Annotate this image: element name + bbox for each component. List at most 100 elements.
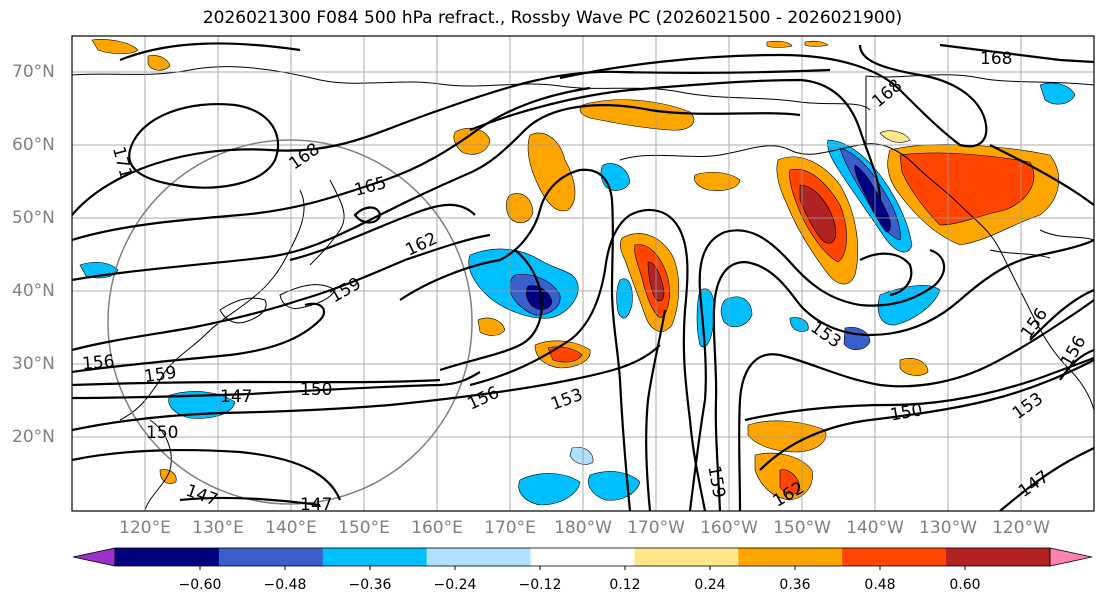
colorbar-tick-label: −0.36 bbox=[348, 577, 392, 593]
colorbar-tick-label: −0.60 bbox=[178, 577, 222, 593]
contour-label: 156 bbox=[81, 352, 115, 375]
lon-label: 120°E bbox=[119, 518, 171, 538]
coastline bbox=[72, 66, 871, 111]
lon-label: 140°W bbox=[846, 518, 904, 538]
contour-line bbox=[738, 299, 1094, 511]
very-strong-negative-anomaly-region bbox=[526, 285, 553, 310]
contour-line bbox=[72, 86, 591, 242]
lat-label: 20°N bbox=[12, 427, 55, 447]
negative-anomaly-region bbox=[569, 447, 594, 465]
positive-anomaly-region bbox=[747, 420, 827, 453]
negative-anomaly-region bbox=[789, 317, 809, 332]
contour-line bbox=[399, 168, 632, 511]
lon-label: 160°E bbox=[411, 518, 463, 538]
lon-label: 140°E bbox=[265, 518, 317, 538]
contour-line bbox=[72, 302, 326, 374]
contour-line bbox=[989, 144, 1094, 206]
contour-line bbox=[439, 249, 543, 372]
contour-line bbox=[1059, 348, 1094, 381]
contour-line bbox=[999, 447, 1094, 511]
contour-label: 159 bbox=[143, 363, 178, 387]
strong-positive-anomaly-region bbox=[779, 469, 801, 495]
colorbar-tick-label: 0.24 bbox=[694, 577, 726, 593]
colorbar-tick-label: −0.24 bbox=[433, 577, 477, 593]
map-frame bbox=[71, 35, 1095, 512]
very-strong-negative-anomaly-region bbox=[854, 164, 891, 233]
contour-line bbox=[72, 371, 481, 400]
contour-line bbox=[759, 359, 1094, 471]
colorbar-tick-label: 0.48 bbox=[864, 577, 896, 593]
negative-anomaly-region bbox=[1039, 82, 1076, 105]
contour-line bbox=[353, 206, 382, 224]
contour-line bbox=[128, 103, 280, 189]
contour-line bbox=[72, 104, 801, 282]
positive-anomaly-region bbox=[804, 40, 829, 47]
positive-anomaly-region bbox=[899, 358, 929, 376]
map-title: 2026021300 F084 500 hPa refract., Rossby… bbox=[202, 8, 903, 28]
contour-line bbox=[289, 203, 476, 262]
contour-label: 168 bbox=[980, 49, 1012, 69]
contour-line bbox=[72, 233, 491, 352]
contour-line bbox=[179, 496, 321, 507]
contour-label: 150 bbox=[300, 380, 332, 400]
lon-label: 170°W bbox=[627, 518, 685, 538]
contour-line bbox=[469, 208, 707, 511]
gridlines bbox=[72, 36, 1094, 511]
contour-line bbox=[72, 448, 342, 501]
lon-label: 180°W bbox=[554, 518, 612, 538]
lat-label: 40°N bbox=[12, 281, 55, 301]
coastline bbox=[119, 189, 305, 421]
contour-line bbox=[645, 309, 667, 511]
contour-label: 147 bbox=[220, 387, 252, 407]
contour-label: 147 bbox=[300, 495, 332, 515]
lon-label: 130°W bbox=[919, 518, 977, 538]
contour-line bbox=[72, 68, 831, 216]
lat-label: 60°N bbox=[12, 135, 55, 155]
lon-label: 160°W bbox=[700, 518, 758, 538]
coastline bbox=[989, 249, 1051, 259]
contour-line bbox=[1029, 288, 1094, 341]
negative-anomaly-region bbox=[877, 285, 941, 326]
positive-anomaly-region bbox=[766, 40, 793, 48]
contour-line bbox=[712, 239, 1094, 511]
positive-anomaly-region bbox=[477, 317, 506, 336]
colorbar-tick-label: −0.48 bbox=[263, 577, 307, 593]
lon-label: 120°W bbox=[992, 518, 1050, 538]
positive-anomaly-region bbox=[579, 99, 695, 131]
contour-line bbox=[688, 229, 946, 511]
coastline bbox=[1039, 229, 1094, 241]
negative-anomaly-region bbox=[616, 278, 633, 319]
colorbar-tick-label: 0.60 bbox=[949, 577, 981, 593]
contour-line bbox=[939, 43, 1094, 64]
positive-anomaly-region bbox=[505, 193, 534, 224]
coastline bbox=[279, 284, 336, 309]
negative-anomaly-region bbox=[518, 473, 581, 506]
contour-line bbox=[859, 252, 913, 297]
contour-line bbox=[559, 44, 988, 148]
colorbar-tick-label: 0.12 bbox=[609, 577, 641, 593]
lon-label: 150°W bbox=[773, 518, 831, 538]
lon-label: 130°E bbox=[192, 518, 244, 538]
positive-anomaly-region bbox=[91, 39, 139, 55]
coastline bbox=[144, 419, 172, 511]
lon-label: 150°E bbox=[338, 518, 390, 538]
contour-line bbox=[744, 356, 1094, 422]
contour-line bbox=[72, 378, 441, 387]
very-strong-positive-anomaly-region bbox=[799, 184, 837, 244]
colorbar-tick-label: 0.36 bbox=[779, 577, 811, 593]
contour-line bbox=[119, 42, 301, 62]
lat-label: 70°N bbox=[12, 62, 55, 82]
contour-layer bbox=[72, 42, 1094, 511]
region-circle bbox=[107, 139, 473, 505]
lon-label: 170°E bbox=[484, 518, 536, 538]
lat-label: 30°N bbox=[12, 354, 55, 374]
lat-label: 50°N bbox=[12, 208, 55, 228]
contour-line bbox=[72, 344, 661, 432]
colorbar-tick-label: −0.12 bbox=[518, 577, 562, 593]
coastline bbox=[865, 74, 1094, 86]
coastline bbox=[219, 297, 267, 324]
strong-positive-anomaly-region bbox=[899, 152, 1035, 226]
positive-anomaly-region bbox=[879, 130, 911, 143]
positive-anomaly-region bbox=[159, 469, 177, 484]
